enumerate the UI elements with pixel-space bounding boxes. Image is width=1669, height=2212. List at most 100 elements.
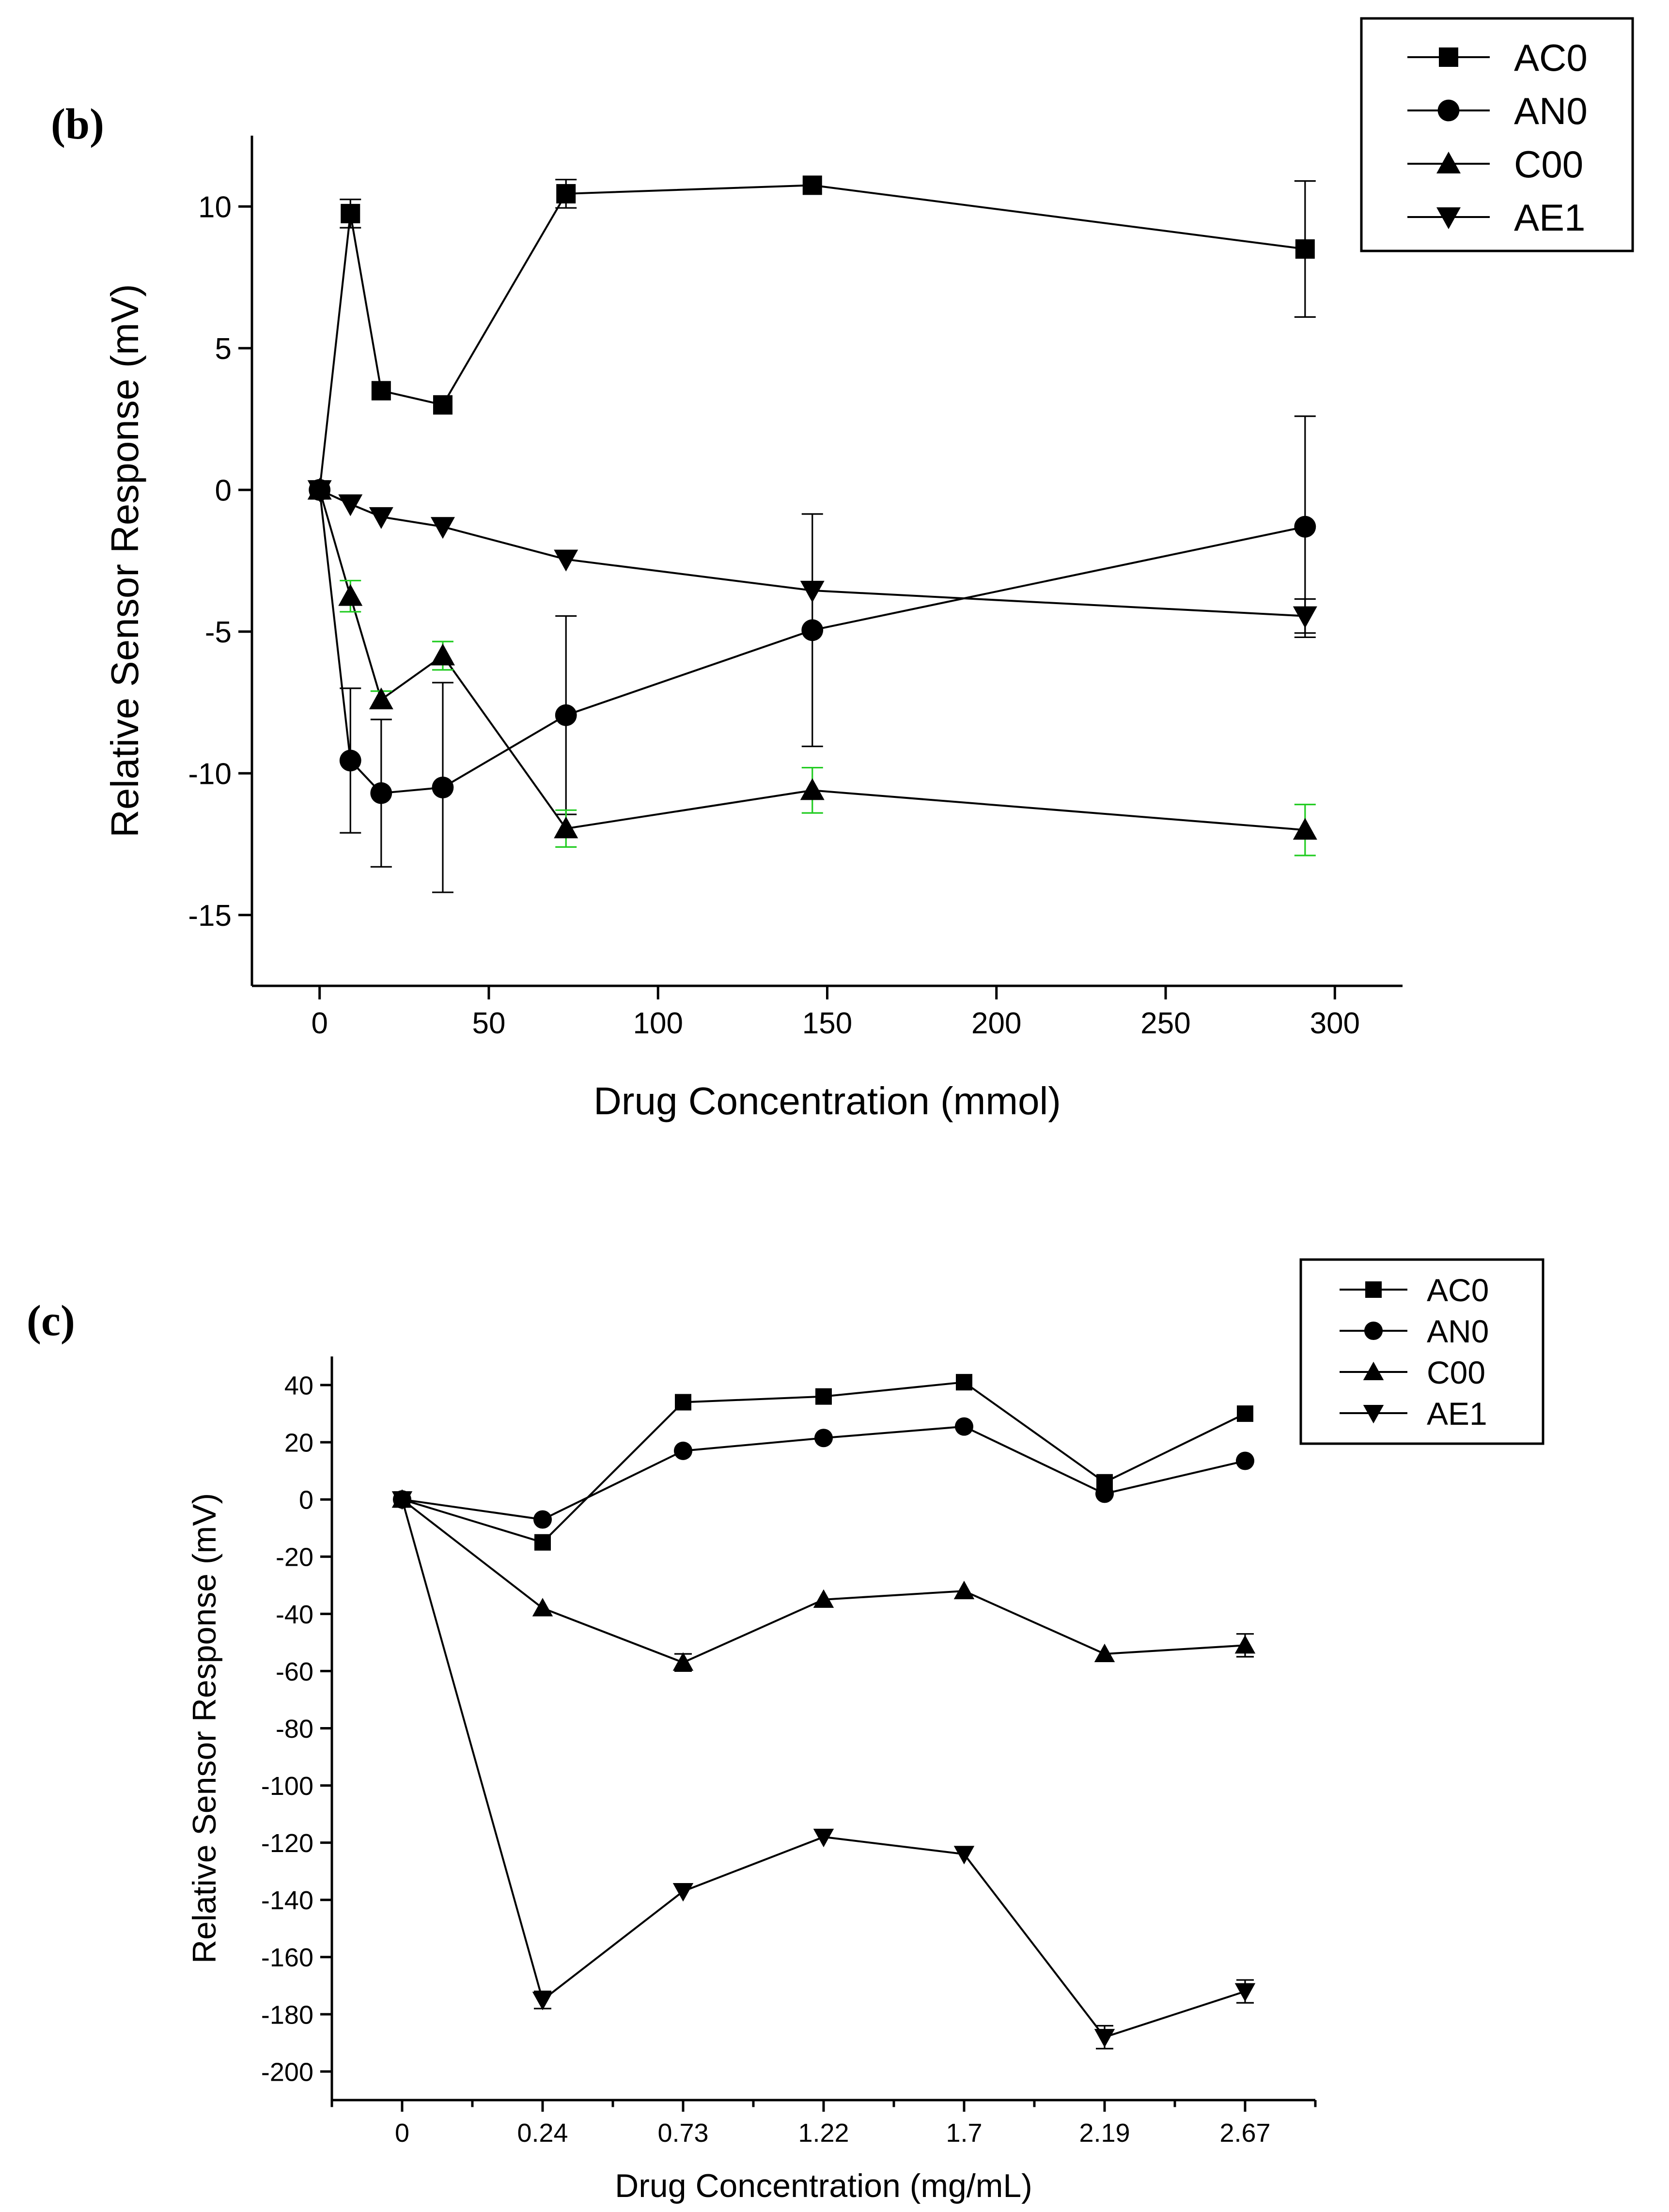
- c-y-tick-label: 0: [299, 1486, 313, 1515]
- b-point-an0: [370, 782, 392, 804]
- b-legend-label-c00: C00: [1514, 143, 1583, 186]
- b-y-tick-label: -5: [205, 616, 232, 649]
- b-x-tick-label: 150: [802, 1007, 852, 1040]
- b-point-an0: [339, 749, 361, 772]
- c-legend-box: [1299, 1258, 1544, 1445]
- b-x-tick-label: 0: [311, 1007, 328, 1040]
- b-x-axis-title: Drug Concentration (mmol): [593, 1079, 1061, 1122]
- c-legend-marker-c00: [1363, 1361, 1384, 1380]
- c-y-tick-label: -60: [276, 1657, 313, 1686]
- b-y-tick-label: -15: [188, 899, 232, 933]
- c-point-c00: [953, 1580, 975, 1600]
- b-point-ac0: [341, 203, 360, 223]
- c-point-ac0: [815, 1388, 832, 1405]
- c-x-tick-label: 2.67: [1219, 2119, 1270, 2148]
- c-point-ae1: [532, 1992, 553, 2010]
- b-y-tick-label: 10: [198, 191, 232, 224]
- c-legend-label-ae1: AE1: [1427, 1396, 1487, 1432]
- c-y-tick-label: -100: [261, 1772, 313, 1801]
- c-y-axis-title: Relative Sensor Response (mV): [186, 1493, 223, 1963]
- c-point-ae1: [813, 1828, 834, 1848]
- c-point-c00: [1094, 1643, 1115, 1662]
- c-x-tick-label: 1.22: [798, 2119, 849, 2148]
- c-y-tick-label: 20: [284, 1429, 313, 1458]
- b-point-c00: [800, 778, 825, 800]
- c-y-tick-label: -40: [276, 1600, 313, 1629]
- b-point-ae1: [554, 549, 578, 572]
- c-point-an0: [814, 1429, 833, 1448]
- c-y-tick-label: -20: [276, 1543, 313, 1572]
- b-x-tick-label: 50: [472, 1007, 505, 1040]
- b-point-ae1: [338, 494, 363, 516]
- c-point-ae1: [1094, 2029, 1115, 2048]
- c-legend-marker-ae1: [1363, 1405, 1384, 1424]
- c-point-ae1: [672, 1883, 694, 1902]
- c-point-ac0: [1237, 1405, 1253, 1422]
- c-x-tick-label: 1.7: [946, 2119, 982, 2148]
- c-point-an0: [673, 1441, 693, 1460]
- c-point-an0: [1235, 1451, 1255, 1470]
- b-legend-marker-an0: [1437, 99, 1460, 122]
- c-x-tick-label: 0.73: [657, 2119, 708, 2148]
- c-point-an0: [954, 1417, 974, 1436]
- c-point-an0: [1095, 1484, 1114, 1503]
- c-point-ae1: [1234, 1983, 1256, 2002]
- c-x-tick-label: 0.24: [517, 2119, 568, 2148]
- c-series-line-c00: [401, 1498, 1246, 1664]
- b-point-c00: [1293, 818, 1317, 840]
- b-point-an0: [1294, 515, 1316, 538]
- b-point-ac0: [371, 381, 391, 401]
- c-point-c00: [672, 1652, 694, 1671]
- b-y-tick-label: 5: [215, 332, 232, 366]
- c-legend-marker-ac0: [1365, 1281, 1382, 1298]
- b-y-axis-title: Relative Sensor Response (mV): [103, 284, 146, 838]
- panel-label-c: (c): [27, 1297, 75, 1345]
- b-x-tick-label: 300: [1310, 1007, 1360, 1040]
- b-point-ac0: [1295, 239, 1315, 259]
- b-point-ae1: [800, 580, 825, 603]
- c-point-ac0: [675, 1394, 691, 1411]
- c-y-tick-label: -140: [261, 1886, 313, 1915]
- b-point-ae1: [307, 480, 332, 502]
- c-y-tick-label: -160: [261, 1943, 313, 1972]
- b-series-line-ac0: [318, 184, 1306, 490]
- c-legend-label-ac0: AC0: [1427, 1272, 1489, 1308]
- b-point-c00: [554, 816, 578, 839]
- b-point-c00: [369, 687, 393, 710]
- b-x-tick-label: 250: [1140, 1007, 1190, 1040]
- c-y-tick-label: -180: [261, 2000, 313, 2029]
- c-y-tick-label: 40: [284, 1371, 313, 1400]
- b-legend-marker-ac0: [1439, 47, 1458, 67]
- c-point-c00: [1234, 1635, 1256, 1654]
- c-point-ae1: [953, 1846, 975, 1865]
- b-point-an0: [432, 777, 454, 798]
- c-point-ac0: [956, 1374, 972, 1391]
- c-legend-label-c00: C00: [1427, 1355, 1485, 1390]
- b-y-tick-label: -10: [188, 758, 232, 791]
- b-x-tick-label: 200: [971, 1007, 1021, 1040]
- c-x-tick-label: 2.19: [1079, 2119, 1130, 2148]
- c-point-ac0: [534, 1534, 551, 1551]
- c-y-tick-label: -200: [261, 2057, 313, 2087]
- b-legend-label-ac0: AC0: [1514, 36, 1588, 79]
- c-series-line-ae1: [401, 1499, 1246, 2039]
- b-point-an0: [801, 619, 824, 641]
- b-point-an0: [555, 704, 577, 726]
- b-point-ae1: [369, 507, 393, 529]
- b-point-ac0: [433, 395, 452, 415]
- c-y-tick-label: -120: [261, 1829, 313, 1858]
- c-point-c00: [532, 1598, 553, 1617]
- b-legend-label-ae1: AE1: [1514, 196, 1585, 239]
- b-legend-label-an0: AN0: [1514, 90, 1588, 132]
- b-point-ac0: [802, 175, 822, 195]
- c-x-axis-title: Drug Concentration (mg/mL): [615, 2167, 1032, 2204]
- b-point-c00: [338, 584, 363, 606]
- c-point-an0: [533, 1510, 552, 1529]
- b-point-ac0: [556, 184, 576, 203]
- b-x-tick-label: 100: [633, 1007, 683, 1040]
- c-x-tick-label: 0: [395, 2119, 409, 2148]
- b-point-c00: [430, 643, 455, 666]
- panel-label-b: (b): [51, 100, 104, 148]
